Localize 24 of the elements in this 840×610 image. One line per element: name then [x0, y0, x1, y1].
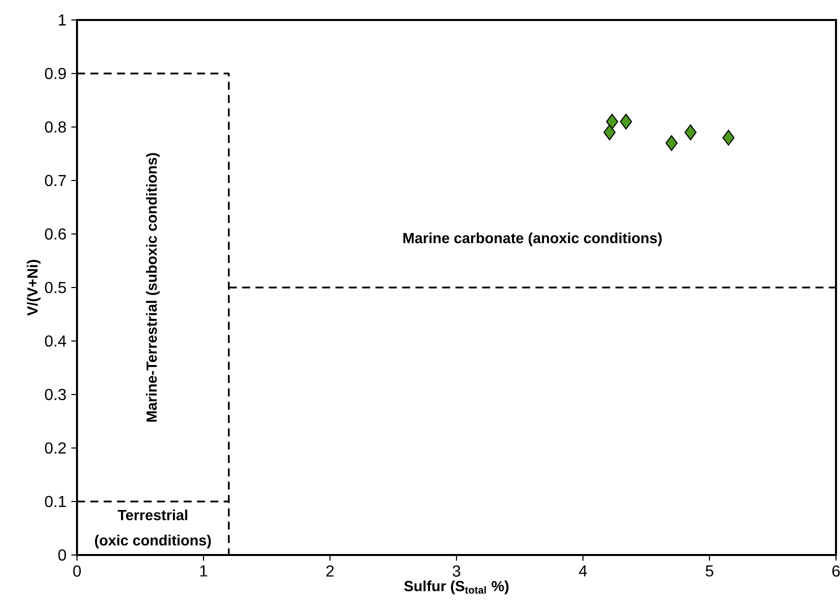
x-tick-label: 2: [326, 565, 334, 577]
x-tick-label: 5: [706, 565, 714, 577]
annotation: Terrestrial: [118, 509, 188, 520]
x-tick-label: 0: [73, 565, 81, 577]
x-tick-label: 3: [452, 565, 460, 577]
y-tick-label: 0: [58, 549, 66, 561]
y-tick-label: 0.7: [44, 174, 66, 186]
y-tick-label: 0.4: [44, 335, 66, 347]
y-tick-label: 0.3: [44, 388, 66, 400]
y-tick-label: 1: [58, 14, 66, 26]
y-tick-label: 0.2: [44, 442, 66, 454]
x-tick-label: 6: [832, 565, 840, 577]
y-tick-label: 0.5: [44, 282, 66, 294]
annotation: Marine-Terrestrial (suboxic conditions): [146, 153, 160, 422]
x-tick-label: 1: [200, 565, 208, 576]
y-axis-title: V/(V+Ni): [26, 260, 41, 316]
annotation: (oxic conditions): [94, 534, 211, 548]
y-tick-label: 0.6: [44, 228, 66, 240]
annotation: Marine carbonate (anoxic conditions): [403, 232, 662, 246]
x-axis-title: Sulfur (S$_{total}$ %): [404, 580, 508, 594]
y-tick-label: 0.1: [44, 496, 66, 508]
y-tick-label: 0.9: [44, 68, 66, 80]
y-tick-label: 0.8: [44, 121, 66, 133]
x-tick-label: 4: [578, 565, 587, 576]
